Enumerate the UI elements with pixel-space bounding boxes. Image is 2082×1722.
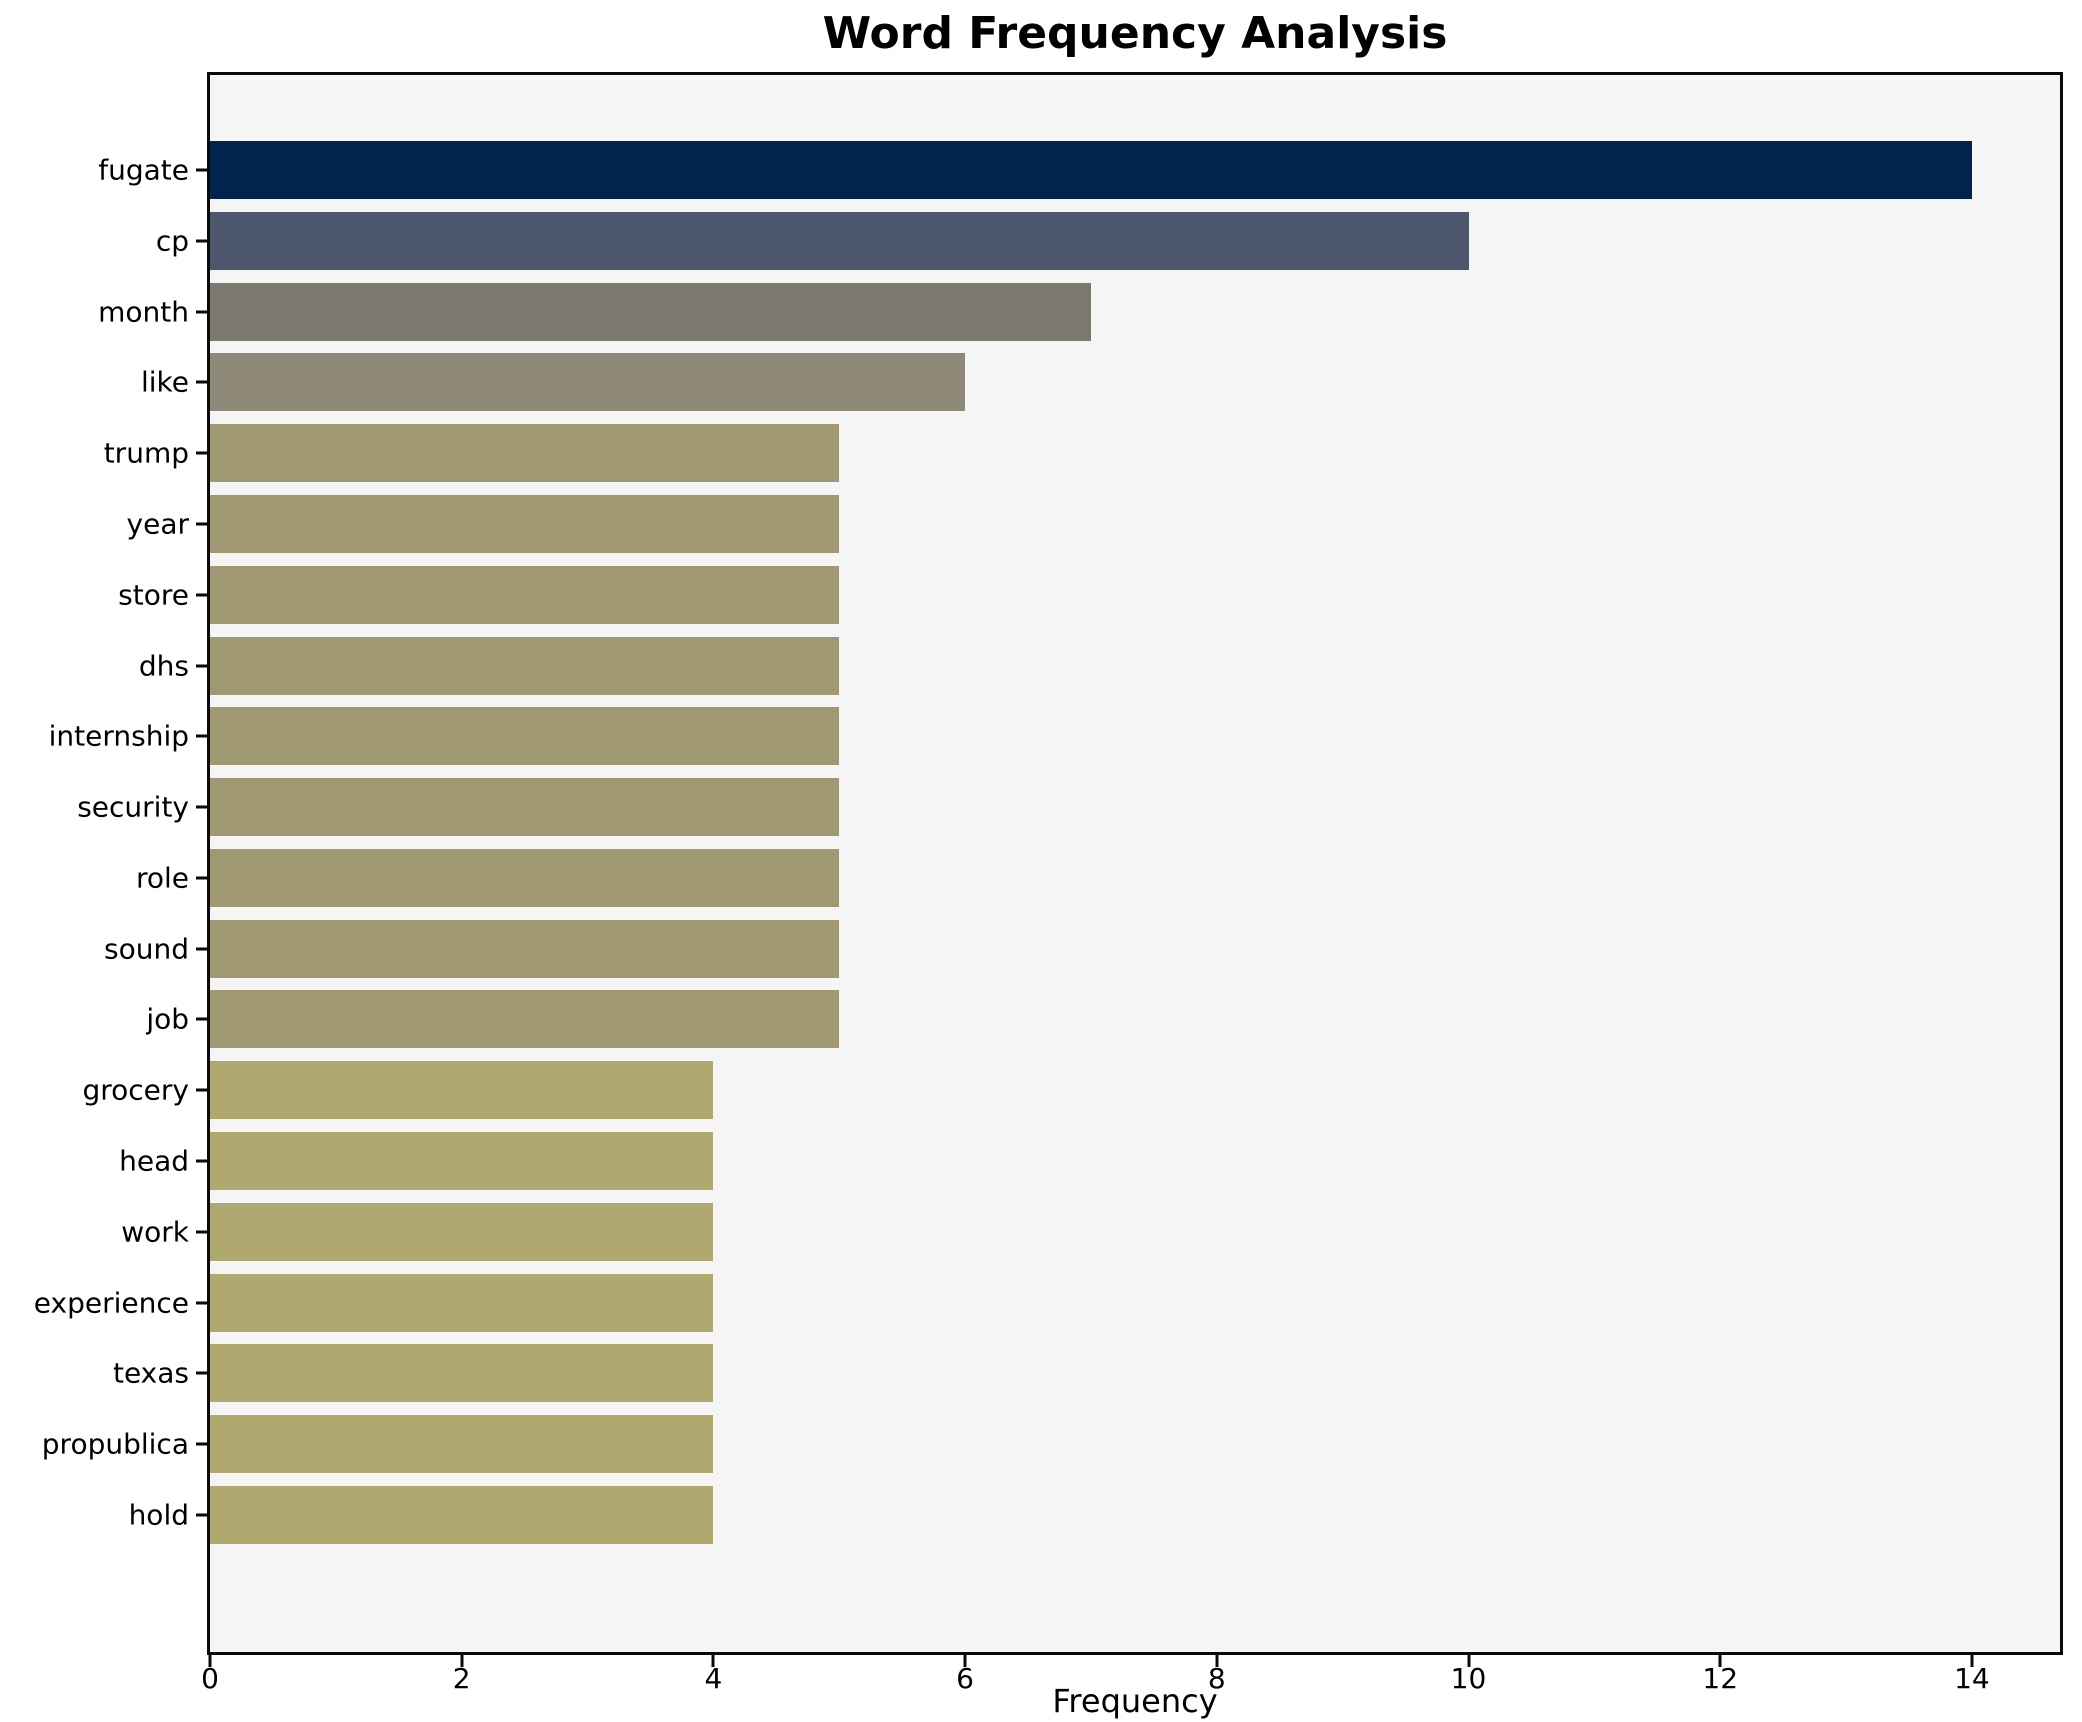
y-tick-mark [196,805,207,809]
y-tick-mark [196,310,207,314]
x-tick-label-8: 8 [1207,1662,1226,1695]
y-tick-label-role: role [135,861,189,895]
y-tick-mark [196,168,207,172]
x-tick-mark [460,1655,464,1667]
y-tick-mark [196,664,207,668]
y-tick-label-fugate: fugate [98,153,189,187]
bar-role [210,848,840,907]
y-tick-label-texas: texas [112,1356,189,1390]
y-tick-label-sound: sound [104,932,189,966]
chart-title: Word Frequency Analysis [822,8,1448,59]
x-tick-label-2: 2 [452,1662,471,1695]
y-tick-mark [196,947,207,951]
y-tick-mark [196,1371,207,1375]
y-tick-mark [196,380,207,384]
bar-texas [210,1344,714,1403]
x-tick-label-10: 10 [1450,1662,1487,1695]
y-tick-label-month: month [98,295,189,329]
bar-experience [210,1273,714,1332]
y-tick-mark [196,1017,207,1021]
y-tick-label-year: year [126,507,189,541]
y-tick-label-job: job [146,1002,189,1036]
x-tick-mark [711,1655,715,1667]
bar-security [210,778,840,837]
y-tick-mark [196,1088,207,1092]
x-tick-label-0: 0 [201,1662,219,1695]
y-tick-label-internship: internship [48,719,189,753]
x-tick-mark [1970,1655,1974,1667]
bar-year [210,494,840,553]
y-tick-mark [196,1513,207,1517]
x-tick-label-12: 12 [1702,1662,1739,1695]
bar-propublica [210,1415,714,1474]
x-axis-label: Frequency [1052,1682,1218,1720]
y-tick-mark [196,1230,207,1234]
y-tick-label-propublica: propublica [41,1427,189,1461]
y-tick-label-work: work [121,1215,189,1249]
y-tick-label-dhs: dhs [138,649,189,683]
bar-cp [210,211,1469,270]
y-tick-label-security: security [77,790,189,824]
y-tick-mark [196,522,207,526]
y-tick-label-trump: trump [103,436,189,470]
y-tick-mark [196,593,207,597]
y-tick-label-experience: experience [33,1286,189,1320]
bar-dhs [210,636,840,695]
x-tick-label-6: 6 [956,1662,975,1695]
y-tick-mark [196,1301,207,1305]
x-tick-mark [1718,1655,1722,1667]
y-tick-mark [196,1442,207,1446]
x-tick-label-4: 4 [704,1662,723,1695]
bar-job [210,990,840,1049]
y-tick-label-store: store [118,578,189,612]
x-tick-mark [1215,1655,1219,1667]
y-tick-label-grocery: grocery [82,1073,189,1107]
bar-grocery [210,1061,714,1120]
y-tick-label-cp: cp [155,224,189,258]
y-tick-mark [196,1159,207,1163]
x-tick-mark [208,1655,212,1667]
bar-internship [210,707,840,766]
bar-fugate [210,141,1972,199]
bar-sound [210,919,840,978]
y-tick-mark [196,451,207,455]
bar-month [210,282,1091,341]
x-tick-label-14: 14 [1954,1662,1990,1695]
x-tick-mark [1467,1655,1470,1667]
bar-trump [210,424,840,483]
y-tick-mark [196,876,207,880]
bar-head [210,1132,714,1191]
y-tick-label-like: like [140,365,189,399]
x-tick-mark [963,1655,967,1667]
bar-store [210,565,840,624]
y-tick-mark [196,239,207,243]
y-tick-mark [196,734,207,738]
y-tick-label-head: head [119,1144,189,1178]
bar-like [210,353,966,412]
bar-hold [210,1486,714,1544]
y-tick-label-hold: hold [128,1498,189,1532]
bar-work [210,1202,714,1261]
